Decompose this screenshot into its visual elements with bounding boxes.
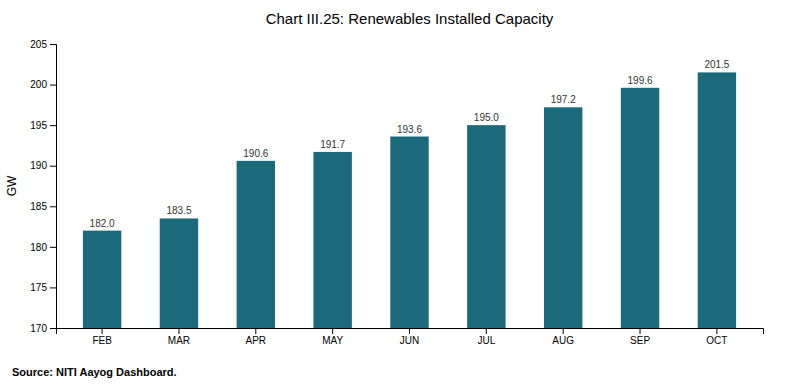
x-tick-mark (640, 328, 641, 334)
y-tick-mark (50, 44, 56, 45)
x-tick: MAY (322, 328, 343, 346)
y-tick-label: 175 (30, 282, 47, 293)
data-label: 190.6 (243, 148, 268, 159)
x-tick-label: JUL (477, 335, 495, 346)
bar (390, 137, 428, 328)
y-tick-label: 190 (30, 160, 47, 171)
plot: 170 175 180 185 190 195 200 205 FEB MAR APR MAY JUN J… (30, 39, 763, 346)
x-tick-label: OCT (706, 335, 727, 346)
x-tick: AUG (552, 328, 574, 346)
y-tick-mark (50, 247, 56, 248)
x-tick: APR (246, 328, 267, 346)
y-tick: 200 (30, 79, 56, 90)
x-tick-label: AUG (552, 335, 574, 346)
data-label: 191.7 (320, 139, 345, 150)
bar (467, 125, 505, 328)
source-note: Source: NITI Aayog Dashboard. (12, 366, 177, 378)
y-tick-mark (50, 85, 56, 86)
x-tick: FEB (92, 328, 112, 346)
x-tick-label: JUN (400, 335, 419, 346)
x-tick-mark (178, 328, 179, 334)
bar (160, 218, 198, 328)
y-tick-mark (50, 125, 56, 126)
x-tick: JUN (400, 328, 419, 346)
x-tick-mark (102, 328, 103, 334)
x-tick: SEP (630, 328, 650, 346)
data-labels: 182.0 183.5 190.6 191.7 193.6 195.0 197.2 199.6… (90, 59, 730, 228)
y-tick: 205 (30, 39, 56, 50)
x-tick-mark (486, 328, 487, 334)
y-tick: 185 (30, 201, 56, 212)
y-tick: 190 (30, 160, 56, 171)
y-tick: 195 (30, 120, 56, 131)
bar (544, 107, 582, 328)
x-tick-mark (716, 328, 717, 334)
y-tick: 175 (30, 282, 56, 293)
y-tick: 170 (30, 323, 56, 334)
x-tick: JUL (477, 328, 495, 346)
bar (83, 231, 121, 328)
data-label: 195.0 (474, 112, 499, 123)
chart: 170 175 180 185 190 195 200 205 FEB MAR APR MAY JUN J… (0, 0, 787, 386)
x-tick-mark (409, 328, 410, 334)
title: Chart III.25: Renewables Installed Capac… (266, 10, 554, 27)
y-axis-title: GW (5, 175, 19, 196)
y-tick-label: 185 (30, 201, 47, 212)
y-tick: 180 (30, 242, 56, 253)
y-tick-label: 205 (30, 39, 47, 50)
x-axis: FEB MAR APR MAY JUN JUL AUG SEP OCT (57, 328, 764, 346)
y-tick-mark (50, 166, 56, 167)
x-tick-label: SEP (630, 335, 650, 346)
bar (313, 152, 351, 328)
bar (621, 88, 659, 328)
data-label: 201.5 (704, 59, 729, 70)
bar (698, 72, 736, 328)
y-tick-mark (50, 328, 56, 329)
y-axis: 170 175 180 185 190 195 200 205 (30, 39, 56, 334)
data-label: 193.6 (397, 124, 422, 135)
y-tick-mark (50, 287, 56, 288)
x-axis-line (57, 329, 764, 335)
y-tick-label: 180 (30, 242, 47, 253)
x-tick-mark (563, 328, 564, 334)
y-axis-line (50, 45, 57, 329)
x-tick-label: FEB (92, 335, 112, 346)
data-label: 183.5 (166, 205, 191, 216)
x-tick-label: APR (246, 335, 267, 346)
y-tick-mark (50, 206, 56, 207)
data-label: 182.0 (90, 218, 115, 229)
bars (83, 72, 736, 328)
y-tick-label: 170 (30, 323, 47, 334)
x-tick: MAR (168, 328, 190, 346)
x-tick-mark (332, 328, 333, 334)
data-label: 197.2 (551, 94, 576, 105)
data-label: 199.6 (628, 75, 653, 86)
x-tick-label: MAR (168, 335, 190, 346)
y-tick-label: 195 (30, 120, 47, 131)
y-tick-label: 200 (30, 79, 47, 90)
bar (237, 161, 275, 328)
x-tick: OCT (706, 328, 727, 346)
x-tick-label: MAY (322, 335, 343, 346)
x-tick-mark (255, 328, 256, 334)
